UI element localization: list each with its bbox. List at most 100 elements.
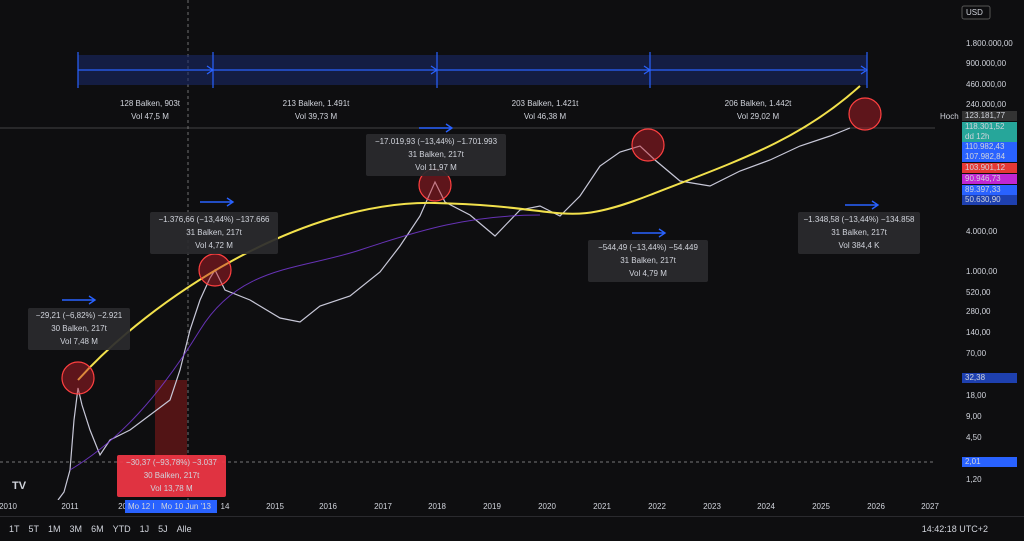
range-info: 128 Balken, 903t [120,99,181,108]
cursor-time: Mo 10 Jun '13 [161,502,212,511]
range-info: Vol 46,38 M [524,112,567,121]
price-badge [962,174,1017,184]
badge-label: 110.982,43 [965,142,1005,151]
cursor-time-badge [125,500,217,513]
trend-curve [77,85,861,381]
measure-info: −1.348,58 (−13,44%) −134.858 [804,215,916,224]
measure-area [155,380,187,462]
price-badge [962,185,1017,195]
year-label: 2018 [428,502,446,511]
time-axis [0,500,935,517]
range-button[interactable]: 1J [139,524,150,534]
price-badge [962,132,1017,142]
year-label: 2027 [921,502,939,511]
year-label: 2015 [266,502,284,511]
range-info: Vol 29,02 M [737,112,780,121]
measure-info: −1.376,66 (−13,44%) −137.666 [159,215,271,224]
price-label: 9,00 [966,412,982,421]
year-label: 2026 [867,502,885,511]
badge-label: 123.181,77 [965,111,1006,120]
measure-info: Vol 13,78 M [150,484,193,493]
measure-info: 30 Balken, 217t [144,471,200,480]
measure-box [366,134,506,176]
price-label: 520,00 [966,288,991,297]
range-info: 206 Balken, 1.442t [725,99,792,108]
measure-info: 30 Balken, 217t [51,324,107,333]
badge-label: 50.630,90 [965,195,1001,204]
measure-info: Vol 11,97 M [415,163,457,172]
measure-info: 31 Balken, 217t [408,150,464,159]
range-button[interactable]: 5J [158,524,168,534]
price-label: 4,50 [966,433,982,442]
measure-box [150,212,278,254]
measure-box [28,308,130,350]
clock[interactable]: 14:42:18 UTC+2 [921,524,988,534]
year-label: 2022 [648,502,666,511]
measure-box [117,455,226,497]
year-label: 2017 [374,502,392,511]
measure-info: 31 Balken, 217t [620,256,676,265]
range-markers [77,52,869,88]
range-info: 203 Balken, 1.421t [512,99,579,108]
price-badge [962,142,1017,152]
badge-label: 2,01 [965,457,981,466]
measure-info: 31 Balken, 217t [186,228,242,237]
price-label: 140,00 [966,328,991,337]
price-label: 70,00 [966,349,987,358]
year-label: 2010 [0,502,17,511]
price-badge [962,111,1017,121]
price-label: 280,00 [966,307,991,316]
badge-label: dd 12h [965,132,989,141]
price-badge [962,152,1017,162]
measure-info: Vol 384,4 K [839,241,881,250]
price-line [57,127,851,501]
price-label: 4.000,00 [966,227,998,236]
badge-label: 103.901,12 [965,163,1006,172]
range-button[interactable]: 6M [91,524,104,534]
badge-label: 107.982,84 [965,152,1006,161]
price-badge [962,457,1017,467]
badge-label: 32,38 [965,373,986,382]
year-label: 14 [221,502,230,511]
measure-info: Vol 4,79 M [629,269,667,278]
range-button[interactable]: 5T [28,524,40,534]
range-button[interactable]: 1T [9,524,20,534]
price-label: 1.800.000,00 [966,39,1013,48]
price-label: 18,00 [966,391,987,400]
measure-info: −544,49 (−13,44%) −54.449 [598,243,698,252]
range-info: Vol 39,73 M [295,112,338,121]
range-button[interactable]: YTD [112,524,131,534]
year-label: 2024 [757,502,775,511]
blue-arrows [62,123,880,305]
measure-info: −30,37 (−93,78%) −3.037 [126,458,218,467]
price-label: 900.000,00 [966,59,1007,68]
range-info: Vol 47,5 M [131,112,169,121]
year-label: 2011 [61,502,79,511]
badge-label: 89.397,33 [965,185,1001,194]
price-badge [962,373,1017,383]
price-label: 240.000,00 [966,100,1007,109]
badge-label: Hoch [940,112,959,121]
range-button[interactable]: Alle [176,524,192,534]
currency-button [961,5,991,20]
year-label: 2020 [538,502,556,511]
price-badge [962,163,1017,173]
price-label: 460.000,00 [966,80,1007,89]
price-badge [962,122,1017,132]
toolbar: 1T 5T 1M 3M 6M YTD 1J 5J Alle 14:42:18 UTC+2 [0,516,1024,541]
measure-box [798,212,920,254]
logo: TV [12,480,27,492]
badge-label: 118.301,52 [965,122,1005,131]
range-button[interactable]: 1M [48,524,61,534]
price-label: 1.000,00 [966,267,998,276]
cursor-time: Mo 12 I [128,502,155,511]
measure-info: 31 Balken, 217t [831,228,887,237]
chart-area: TV USD 1.800.000,00 900.000,00 460.000,00 24… [0,0,1017,517]
measure-info: Vol 4,72 M [195,241,233,250]
currency: USD [966,8,983,17]
range-button[interactable]: 3M [69,524,83,534]
year-label: 2021 [593,502,611,511]
year-label: 2016 [319,502,337,511]
moving-average [69,214,541,471]
